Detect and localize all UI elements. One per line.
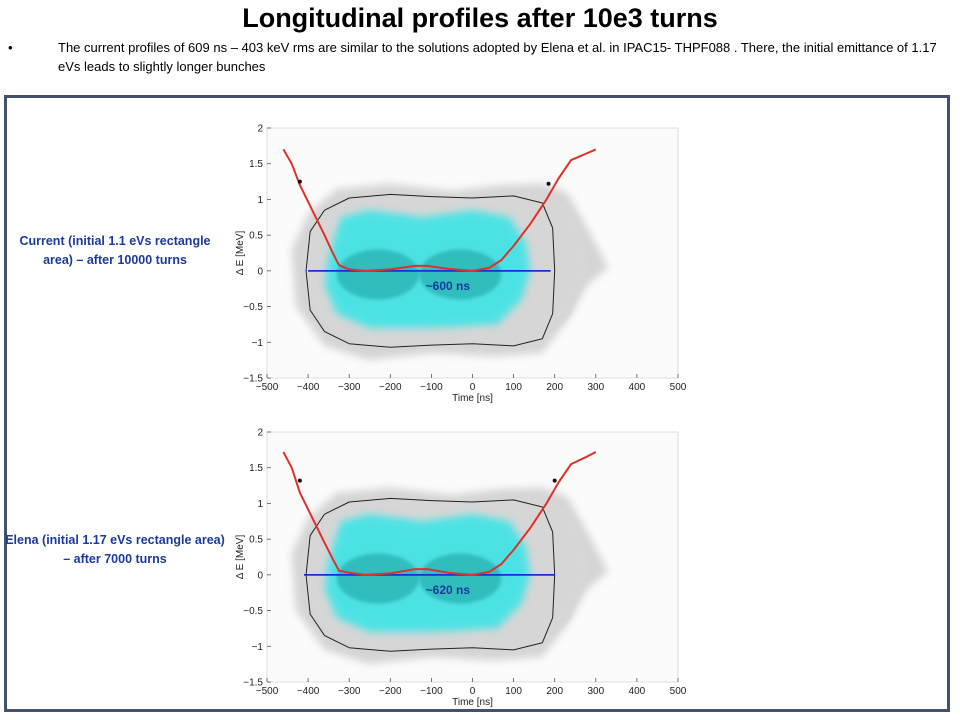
x-tick-label: −500	[256, 382, 279, 393]
y-tick-label: 1.5	[249, 463, 263, 474]
y-axis-label: Δ E [MeV]	[235, 535, 246, 580]
x-tick-label: 200	[546, 382, 563, 393]
separatrix-contour	[305, 193, 556, 348]
x-tick-label: 300	[587, 686, 604, 697]
x-tick-label: 200	[546, 686, 563, 697]
slide-title: Longitudinal profiles after 10e3 turns	[242, 3, 718, 33]
bullet-point-marker: •	[8, 40, 13, 55]
x-tick-label: 100	[505, 382, 522, 393]
y-tick-label: 0	[257, 570, 263, 581]
x-tick-label: −100	[420, 686, 443, 697]
beam-core-right	[419, 249, 502, 300]
y-tick-label: 0.5	[249, 231, 263, 242]
y-tick-label: 2	[257, 124, 263, 135]
y-tick-label: −1	[252, 338, 264, 349]
x-axis-label: Time [ns]	[452, 393, 493, 403]
x-tick-label: 0	[470, 686, 476, 697]
profile-marker	[297, 179, 302, 184]
beam-core-right	[419, 553, 502, 604]
phase-space-plot-current: −500 −400 −300 −200 −100 0 100 200 300 400 500 −1.5…	[231, 120, 694, 403]
x-tick-label: −300	[338, 686, 361, 697]
y-tick-label: 1.5	[249, 159, 263, 170]
y-tick-label: 1	[257, 499, 263, 510]
elena-profile-label: Elena (initial 1.17 eVs rectangle area) …	[5, 533, 225, 566]
longitudinal-profile-curve	[282, 451, 597, 576]
current-profile-label: Current (initial 1.1 eVs rectangle area)…	[19, 234, 211, 267]
profile-marker	[552, 478, 557, 483]
bunch-length-annotation: ~620 ns	[426, 583, 471, 597]
y-tick-label: 0	[257, 266, 263, 277]
y-tick-label: −0.5	[243, 606, 263, 617]
profile-marker	[546, 181, 551, 186]
x-tick-label: −500	[256, 686, 279, 697]
x-tick-label: 400	[629, 382, 646, 393]
x-tick-label: −200	[379, 686, 402, 697]
x-axis-label: Time [ns]	[452, 697, 493, 707]
content-frame	[4, 95, 950, 712]
x-tick-label: 300	[587, 382, 604, 393]
x-tick-label: −400	[297, 686, 320, 697]
phase-space-plot-elena: −500 −400 −300 −200 −100 0 100 200 300 400 500 −1.5…	[231, 424, 694, 707]
longitudinal-profile-curve	[282, 148, 597, 272]
y-tick-label: −0.5	[243, 302, 263, 313]
x-tick-label: −400	[297, 382, 320, 393]
y-tick-label: −1.5	[243, 678, 263, 689]
beam-core-left	[336, 249, 420, 300]
y-tick-label: 0.5	[249, 535, 263, 546]
y-tick-label: −1.5	[243, 374, 263, 385]
y-tick-label: 1	[257, 195, 263, 206]
x-tick-label: 500	[670, 382, 687, 393]
x-tick-label: −300	[338, 382, 361, 393]
beam-core-left	[336, 553, 420, 604]
x-tick-label: 500	[670, 686, 687, 697]
x-tick-label: 400	[629, 686, 646, 697]
bunch-length-annotation: ~600 ns	[426, 279, 471, 293]
x-tick-label: −100	[420, 382, 443, 393]
y-tick-label: −1	[252, 642, 264, 653]
y-tick-label: 2	[257, 428, 263, 439]
x-tick-label: 0	[470, 382, 476, 393]
profile-marker	[297, 478, 302, 483]
y-axis-label: Δ E [MeV]	[235, 231, 246, 276]
x-tick-label: 100	[505, 686, 522, 697]
bullet-text: The current profiles of 609 ns – 403 keV…	[58, 40, 937, 74]
x-tick-label: −200	[379, 382, 402, 393]
